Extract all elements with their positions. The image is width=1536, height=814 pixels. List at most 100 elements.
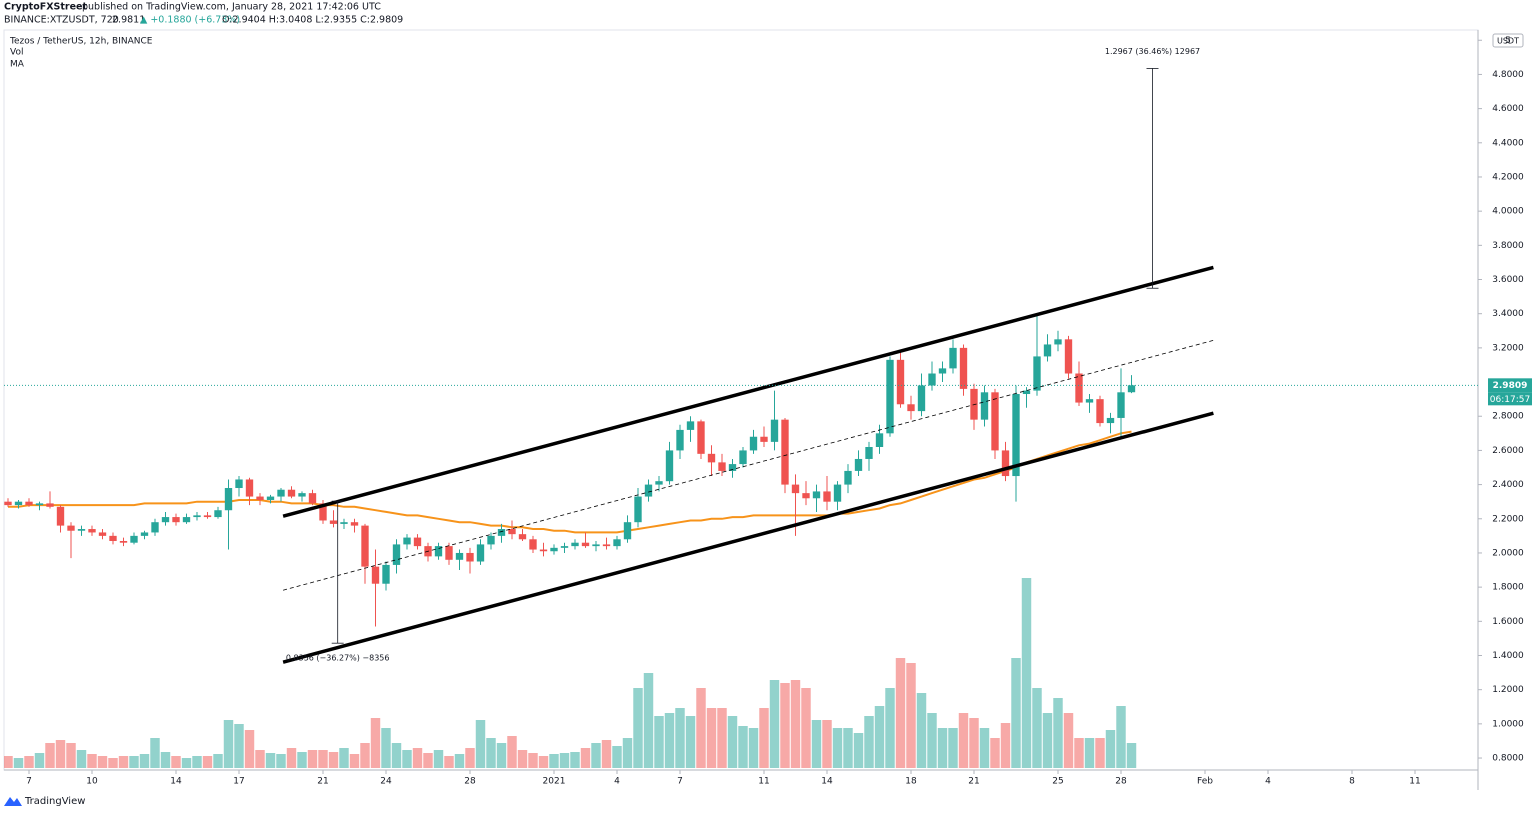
volume-bar: [612, 746, 622, 768]
candle-body: [539, 549, 548, 552]
candle-body: [497, 529, 506, 536]
candle-body: [77, 529, 86, 531]
candle-body: [865, 446, 873, 459]
x-tick-label: 4: [614, 777, 620, 787]
volume-bar: [1011, 658, 1021, 768]
y-tick-label: 2.0000: [1492, 548, 1524, 558]
volume-bar: [927, 713, 937, 768]
volume-bar: [622, 738, 633, 768]
volume-bar: [129, 756, 139, 768]
countdown-badge: [1488, 392, 1532, 406]
x-tick-label: 25: [1052, 777, 1063, 787]
x-tick-label: 24: [380, 777, 392, 787]
volume-bar: [664, 713, 675, 768]
published-note: published on TradingView.com, January 28…: [82, 2, 381, 13]
volume-bar: [486, 738, 496, 768]
candle-body: [739, 450, 747, 465]
candle-body: [214, 510, 222, 518]
candle-body: [854, 458, 863, 471]
volume-bar: [181, 758, 192, 768]
volume-bar: [118, 756, 129, 768]
volume-bar: [916, 693, 927, 768]
y-tick-label: 1.2000: [1492, 685, 1524, 695]
candle-body: [833, 484, 842, 502]
candle-body: [119, 540, 128, 543]
x-tick-label: 21: [968, 777, 979, 787]
candle-body: [560, 546, 569, 548]
candle-body: [340, 522, 348, 524]
x-tick-label: 11: [758, 777, 769, 787]
volume-bar: [1042, 713, 1053, 768]
candle-body: [193, 515, 201, 518]
y-tick-label: 4.4000: [1492, 138, 1524, 148]
symbol: BINANCE:XTZUSDT, 720: [4, 15, 119, 26]
candle-body: [256, 496, 264, 500]
y-tick-label: 2.8000: [1492, 412, 1524, 422]
volume-bar: [171, 756, 181, 768]
candle-body: [592, 544, 600, 547]
volume-bar: [643, 673, 654, 768]
y-tick-label: 3.8000: [1492, 241, 1524, 251]
volume-bar: [1105, 730, 1116, 768]
candle-body: [1022, 390, 1031, 395]
volume-bar: [559, 753, 570, 768]
x-tick-label: 21: [317, 777, 328, 787]
candle-body: [886, 359, 894, 434]
volume-bar: [4, 756, 13, 768]
volume-bar: [13, 758, 24, 768]
volume-bar: [895, 658, 906, 768]
volume-bar: [969, 718, 979, 768]
volume-bar: [433, 750, 444, 768]
volume-bar: [706, 708, 717, 768]
candle-body: [728, 464, 737, 471]
volume-bar: [580, 748, 591, 768]
candle-body: [602, 544, 611, 547]
currency-badge[interactable]: [1492, 33, 1524, 48]
volume-bar: [979, 728, 990, 768]
volume-bar: [391, 743, 402, 768]
volume-bar: [202, 756, 213, 768]
volume-bar: [885, 688, 895, 768]
y-tick-label: 1.4000: [1492, 651, 1524, 661]
y-tick-label: 1.6000: [1492, 617, 1524, 627]
volume-bar: [328, 752, 339, 768]
candle-body: [1001, 450, 1010, 477]
volume-bar: [45, 743, 55, 768]
volume-bar: [948, 728, 958, 768]
volume-bar: [1021, 578, 1032, 768]
candle-body: [1043, 344, 1052, 357]
volume-bar: [402, 750, 412, 768]
candle-body: [329, 520, 338, 524]
candle-body: [434, 546, 443, 557]
candle-body: [1054, 339, 1062, 345]
candle-body: [14, 501, 23, 506]
candle-body: [466, 552, 474, 562]
candle-body: [655, 481, 663, 485]
candle-body: [25, 501, 33, 506]
candle-body: [896, 359, 905, 405]
volume-bar: [465, 748, 475, 768]
candle-body: [1106, 417, 1115, 424]
candle-body: [1064, 339, 1073, 374]
candle-body: [770, 419, 779, 442]
volume-bar: [1063, 713, 1074, 768]
candle-body: [1075, 373, 1083, 403]
candle-body: [298, 493, 306, 497]
candle-body: [844, 470, 852, 485]
y-tick-label: 3.6000: [1492, 275, 1524, 285]
candle-body: [172, 517, 180, 523]
volume-bar: [675, 708, 685, 768]
x-tick-label: 14: [170, 777, 182, 787]
brand: TradingView: [24, 796, 85, 807]
candle-body: [476, 544, 485, 562]
volume-bar: [475, 720, 486, 768]
volume-bar: [801, 688, 811, 768]
y-tick-label: 4.0000: [1492, 207, 1524, 217]
countdown-label: 06:17:57: [1490, 395, 1530, 405]
x-tick-label: 28: [464, 777, 476, 787]
candle-body: [529, 539, 537, 550]
volume-bar: [97, 756, 108, 768]
candle-body: [161, 517, 170, 523]
volume-bar: [601, 740, 612, 768]
